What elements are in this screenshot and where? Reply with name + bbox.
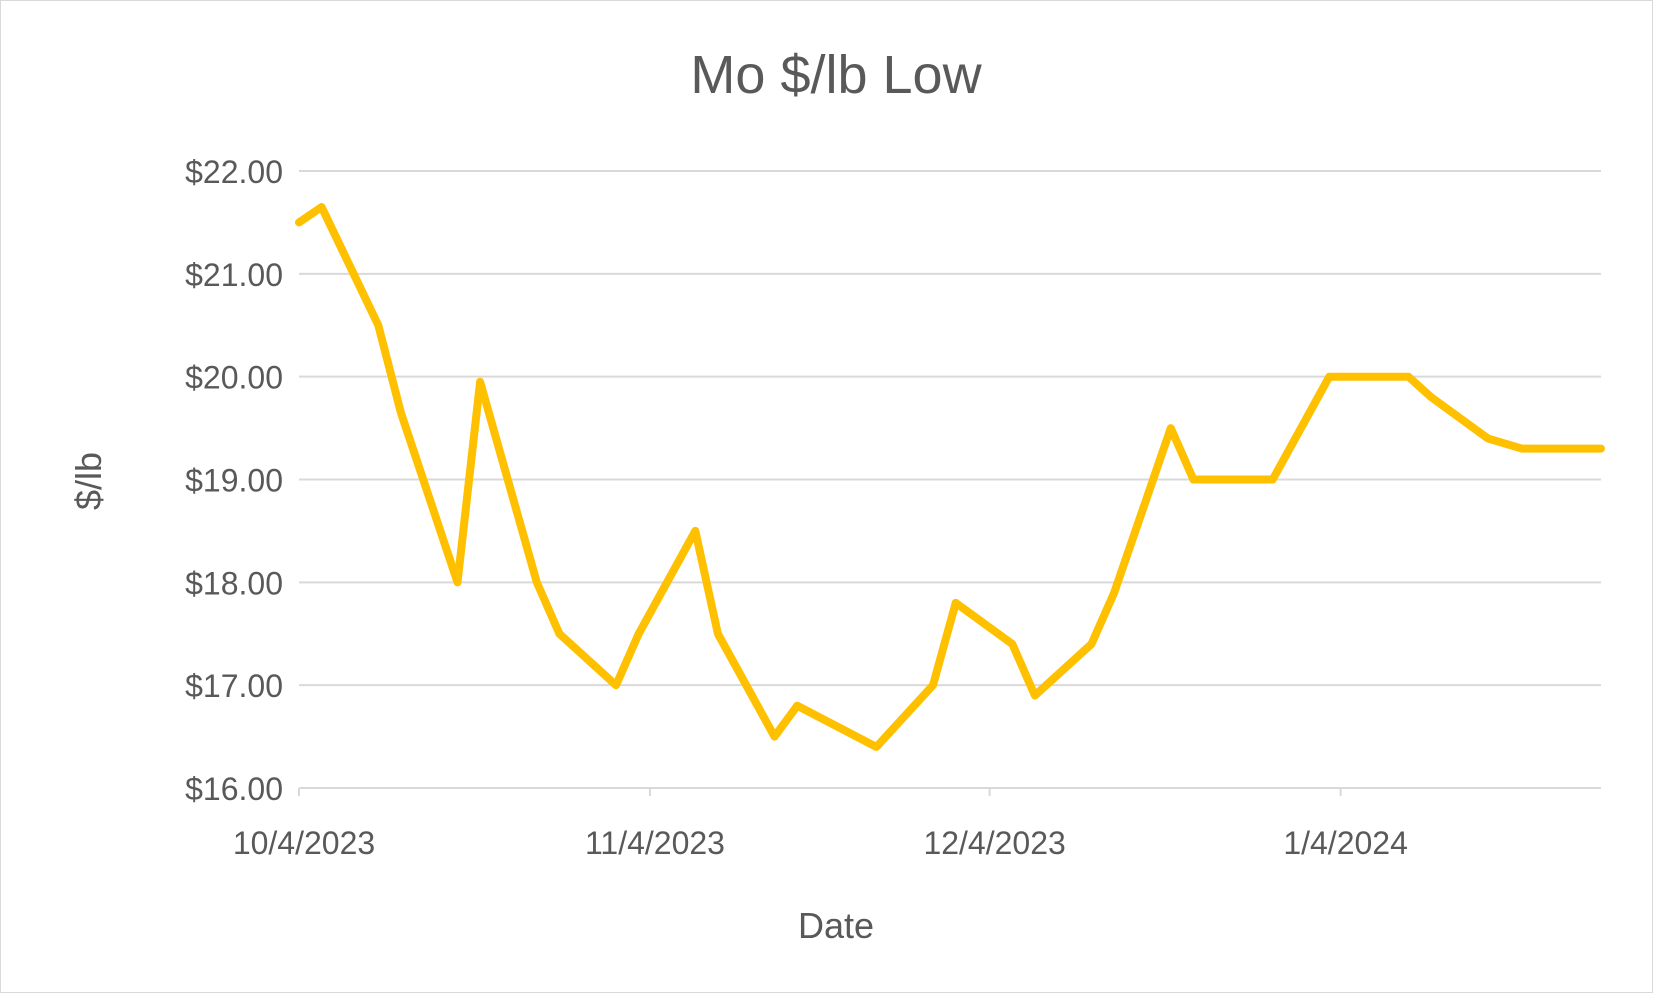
x-tick-label: 11/4/2023 bbox=[585, 825, 725, 861]
y-tick-label: $19.00 bbox=[185, 463, 283, 499]
series-layer bbox=[295, 203, 1605, 751]
y-tick-label: $21.00 bbox=[185, 257, 283, 293]
x-axis bbox=[298, 787, 1601, 796]
y-tick-label: $22.00 bbox=[185, 154, 283, 190]
x-tick-label: 10/4/2023 bbox=[233, 825, 375, 861]
y-tick-label: $18.00 bbox=[185, 565, 283, 601]
x-tick-label: 12/4/2023 bbox=[923, 825, 1065, 861]
y-tick-label: $17.00 bbox=[185, 668, 283, 704]
x-axis-title: Date bbox=[798, 905, 874, 946]
y-tick-label: $16.00 bbox=[185, 771, 283, 807]
x-tick-label: 1/4/2024 bbox=[1283, 825, 1408, 861]
y-tick-label: $20.00 bbox=[185, 360, 283, 396]
series-line bbox=[295, 203, 1605, 751]
x-axis-tick-labels: 10/4/2023 11/4/2023 12/4/2023 1/4/2024 bbox=[233, 825, 1408, 861]
chart-title: Mo $/lb Low bbox=[690, 45, 982, 105]
y-axis-title: $/lb bbox=[68, 452, 109, 510]
y-axis-tick-labels: $16.00 $17.00 $18.00 $19.00 $20.00 $21.00 $22.… bbox=[185, 154, 283, 807]
gridlines bbox=[299, 170, 1601, 687]
